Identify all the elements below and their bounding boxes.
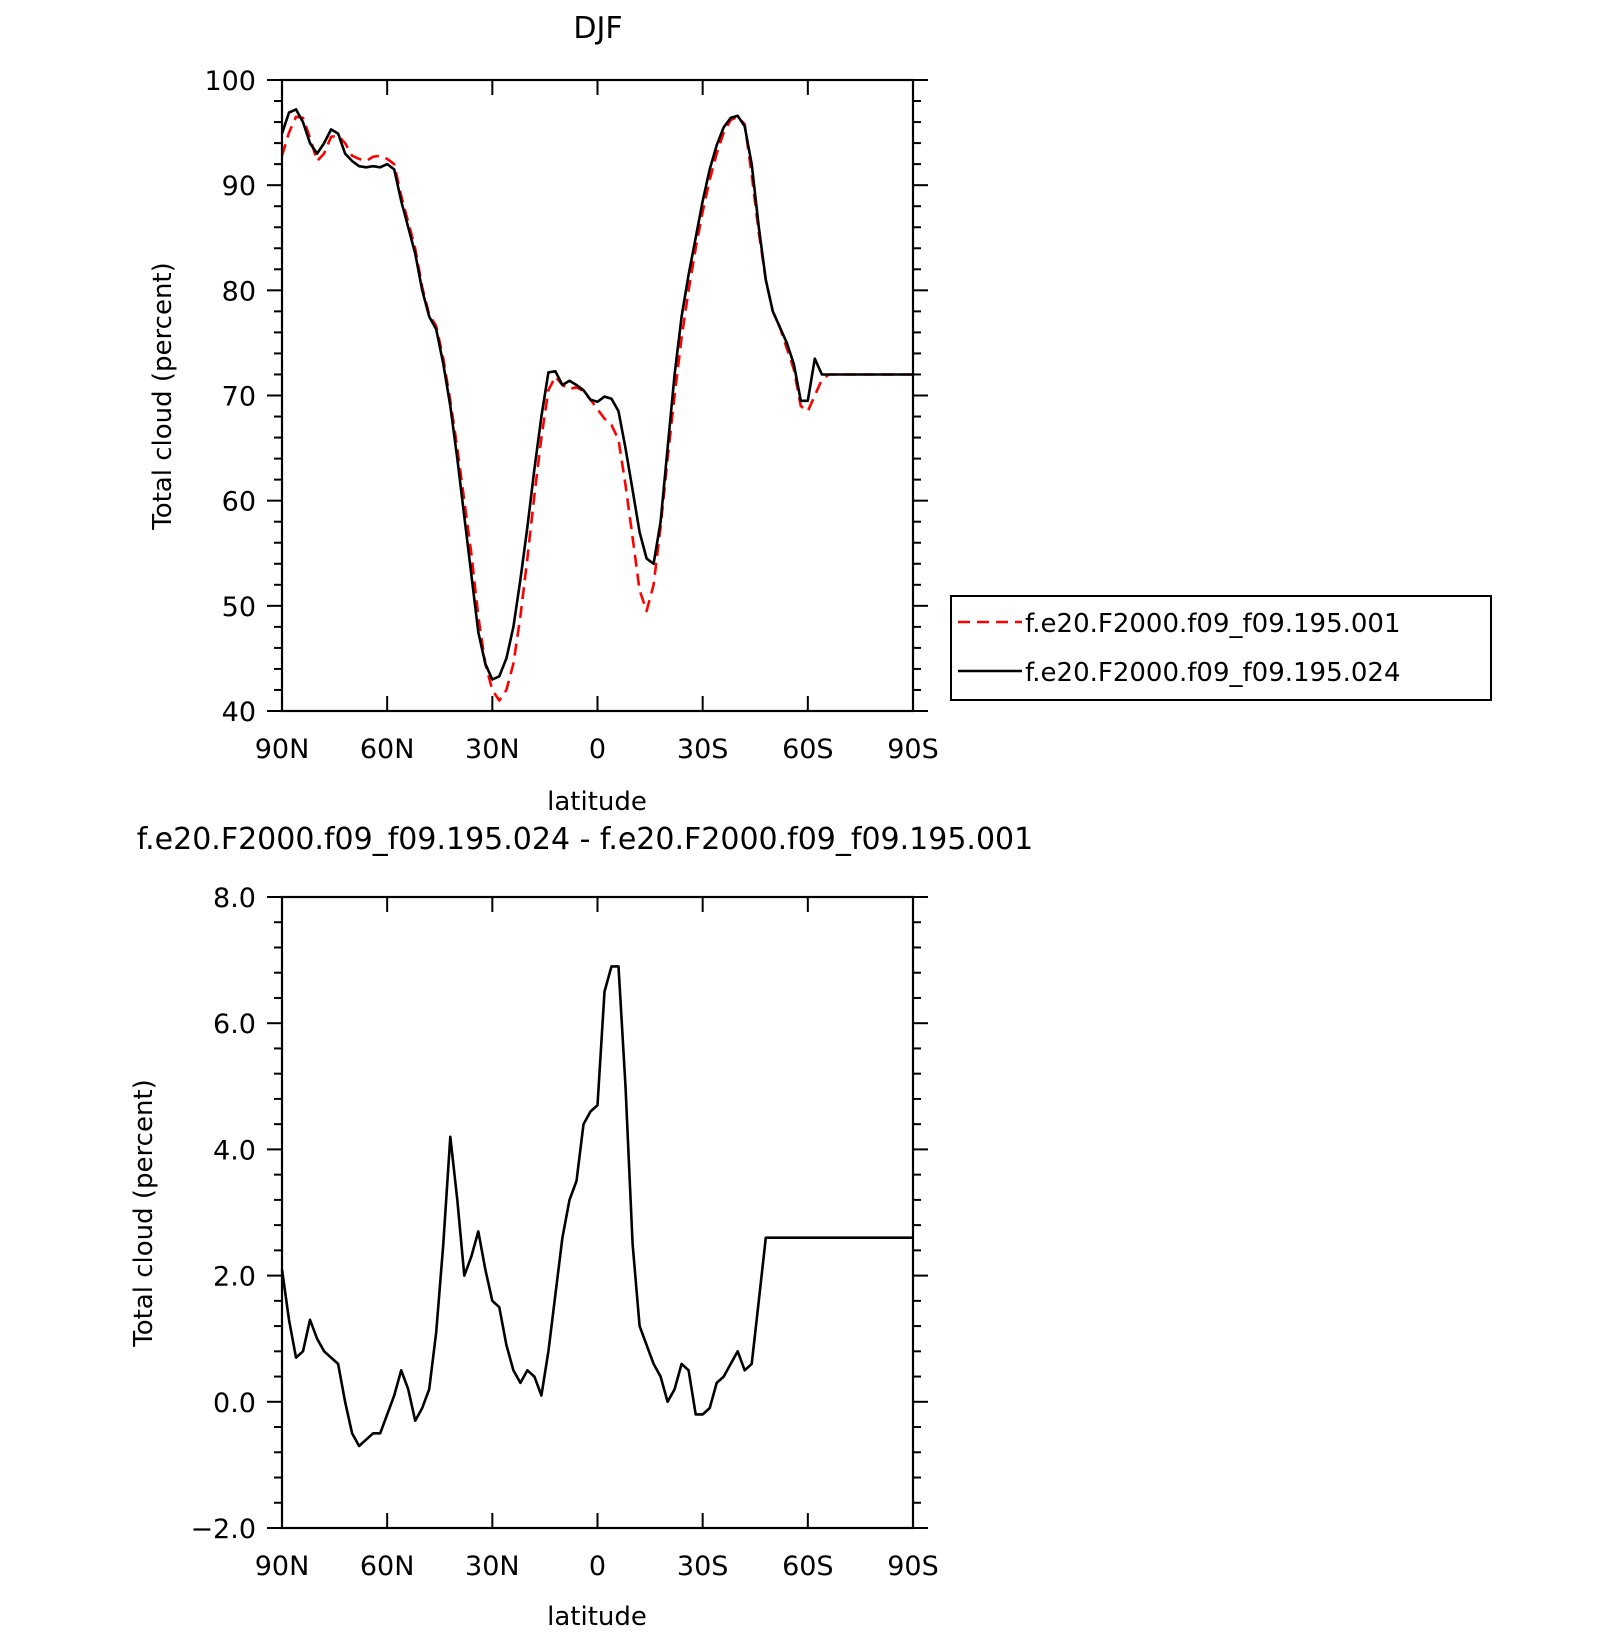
series-line-0-1 xyxy=(280,108,913,681)
x-tick-label: 30N xyxy=(465,1551,520,1582)
y-tick-label: 50 xyxy=(222,592,256,623)
y-tick-label: −2.0 xyxy=(190,1514,256,1545)
x-tick-label: 60N xyxy=(360,734,415,765)
bottom-tick-labels-group: 90N 60N 30N 0 30S 60S 90S −2.0 0.0 2.0 4.0 6.0 8.0 xyxy=(190,883,938,1582)
x-tick-label: 90S xyxy=(887,1551,939,1582)
series-line-1-0 xyxy=(280,965,913,1448)
top-x-axis-label: latitude xyxy=(547,787,647,817)
y-tick-label: 8.0 xyxy=(213,883,256,914)
x-tick-label: 0 xyxy=(589,734,606,765)
top-panel: DJF 90N 60N 30N 0 30S 60S 90S 40 50 60 70 80 90 100 l… xyxy=(148,11,1492,817)
y-tick-label: 4.0 xyxy=(213,1135,256,1166)
legend-entry-001: f.e20.F2000.f09_f09.195.001 xyxy=(1025,609,1401,639)
y-tick-label: 6.0 xyxy=(213,1009,256,1040)
x-tick-label: 90N xyxy=(255,734,310,765)
top-chart-title: DJF xyxy=(573,11,622,46)
x-tick-label: 60S xyxy=(782,1551,834,1582)
bottom-series-group xyxy=(280,965,913,1448)
top-ticks-group xyxy=(267,79,928,712)
x-tick-label: 60S xyxy=(782,734,834,765)
bottom-y-axis-label: Total cloud (percent) xyxy=(129,1079,159,1348)
legend-box xyxy=(950,595,1492,701)
x-tick-label: 90N xyxy=(255,1551,310,1582)
y-tick-label: 0.0 xyxy=(213,1388,256,1419)
bottom-ticks-group xyxy=(267,896,928,1529)
y-tick-label: 70 xyxy=(222,382,256,413)
legend: f.e20.F2000.f09_f09.195.001 f.e20.F2000.… xyxy=(950,595,1492,701)
top-series-group xyxy=(280,108,913,702)
x-tick-label: 0 xyxy=(589,1551,606,1582)
y-tick-label: 100 xyxy=(204,66,256,97)
top-tick-labels-group: 90N 60N 30N 0 30S 60S 90S 40 50 60 70 80 90 100 xyxy=(204,66,938,765)
bottom-x-axis-label: latitude xyxy=(547,1602,647,1632)
legend-entry-024: f.e20.F2000.f09_f09.195.024 xyxy=(1025,658,1401,688)
y-tick-label: 40 xyxy=(222,697,256,728)
series-line-0-0 xyxy=(280,115,913,702)
x-tick-label: 90S xyxy=(887,734,939,765)
x-tick-label: 30N xyxy=(465,734,520,765)
x-tick-label: 30S xyxy=(677,734,729,765)
bottom-panel: f.e20.F2000.f09_f09.195.024 - f.e20.F200… xyxy=(129,822,1033,1632)
x-tick-label: 30S xyxy=(677,1551,729,1582)
bottom-chart-title: f.e20.F2000.f09_f09.195.024 - f.e20.F200… xyxy=(137,822,1033,857)
x-tick-label: 60N xyxy=(360,1551,415,1582)
top-plot-frame xyxy=(280,78,915,713)
y-tick-label: 80 xyxy=(222,276,256,307)
y-tick-label: 60 xyxy=(222,487,256,518)
y-tick-label: 90 xyxy=(222,171,256,202)
top-y-axis-label: Total cloud (percent) xyxy=(148,262,178,531)
y-tick-label: 2.0 xyxy=(213,1262,256,1293)
